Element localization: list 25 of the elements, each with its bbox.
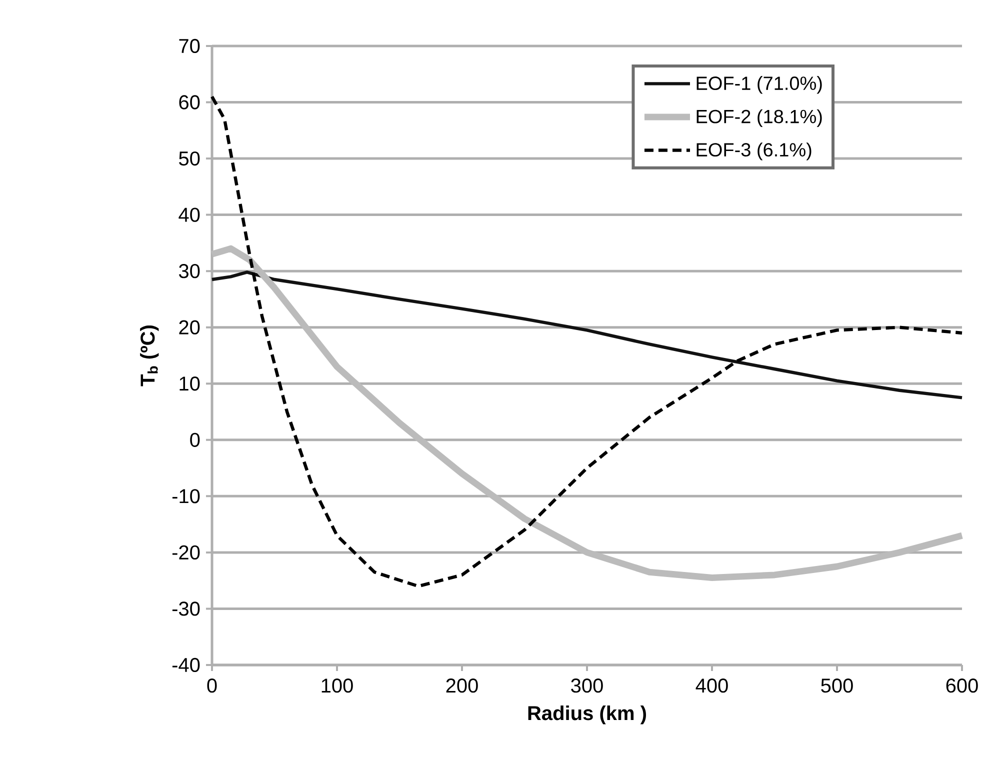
y-tick-label: -30 bbox=[172, 602, 200, 616]
legend-label: EOF-2 (18.1%) bbox=[696, 109, 822, 128]
y-tick-label: 10 bbox=[180, 376, 200, 391]
legend-label: EOF-1 (71.0%) bbox=[696, 76, 822, 94]
x-axis-title: Radius (km ) bbox=[528, 706, 646, 724]
y-tick-label: 60 bbox=[179, 95, 200, 110]
y-tick-label: 20 bbox=[179, 320, 200, 334]
x-tick-label: 500 bbox=[821, 678, 853, 693]
x-tick-label: 0 bbox=[207, 678, 217, 693]
y-tick-label: 0 bbox=[190, 432, 200, 447]
y-tick-label: 50 bbox=[179, 151, 200, 166]
y-tick-label: -40 bbox=[172, 658, 200, 672]
x-tick-label: 400 bbox=[696, 678, 728, 693]
x-tick-label: 100 bbox=[322, 678, 353, 693]
y-tick-label: 70 bbox=[179, 38, 200, 54]
y-tick-label: 30 bbox=[178, 264, 200, 278]
legend-label: EOF-3 (6.1%) bbox=[696, 142, 812, 160]
line-series bbox=[210, 270, 964, 400]
x-tick-label: 300 bbox=[571, 678, 603, 693]
y-tick-label: -10 bbox=[172, 489, 200, 504]
y-axis-title: T$_{b}$ (ºC) bbox=[140, 326, 159, 386]
y-tick-label: -20 bbox=[172, 545, 200, 560]
x-tick-label: 600 bbox=[946, 678, 978, 693]
y-tick-label: 40 bbox=[178, 208, 200, 222]
x-tick-label: 200 bbox=[446, 678, 478, 693]
